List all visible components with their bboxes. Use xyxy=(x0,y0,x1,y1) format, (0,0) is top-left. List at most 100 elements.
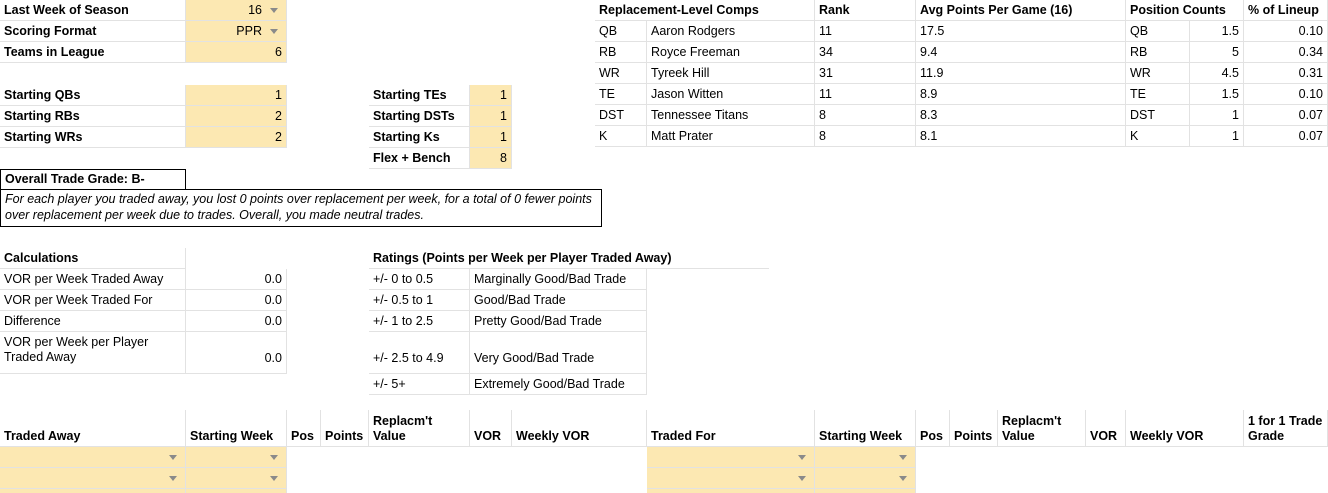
replacement-avg: 8.3 xyxy=(916,105,1126,126)
position-label: QB xyxy=(1126,21,1190,42)
chevron-down-icon xyxy=(899,455,907,460)
col-replacement-value-2: Replacm't Value xyxy=(998,410,1086,447)
starting-ks-label: Starting Ks xyxy=(369,127,470,148)
col-points-2: Points xyxy=(950,410,998,447)
starting-week-dropdown[interactable] xyxy=(186,468,287,489)
ratings-header: Ratings (Points per Week per Player Trad… xyxy=(369,248,769,269)
last-week-value: 16 xyxy=(248,3,262,17)
traded-away-dropdown[interactable] xyxy=(0,447,186,468)
starting-tes-label: Starting TEs xyxy=(369,85,470,106)
starting-week-for-dropdown[interactable] xyxy=(815,447,916,468)
replacement-avg: 9.4 xyxy=(916,42,1126,63)
starting-wrs-input[interactable]: 2 xyxy=(186,127,287,148)
starting-qbs-label: Starting QBs xyxy=(0,85,186,106)
col-pos-2: Pos xyxy=(916,410,950,447)
calculations-header: Calculations xyxy=(0,248,186,269)
starting-rbs-label: Starting RBs xyxy=(0,106,186,127)
position-label: K xyxy=(1126,126,1190,147)
position-pct: 0.07 xyxy=(1244,126,1328,147)
position-label: WR xyxy=(1126,63,1190,84)
traded-for-dropdown[interactable] xyxy=(647,468,815,489)
replacement-rank: 31 xyxy=(815,63,916,84)
starting-qbs-input[interactable]: 1 xyxy=(186,85,287,106)
starting-wrs-label: Starting WRs xyxy=(0,127,186,148)
starting-rbs-input[interactable]: 2 xyxy=(186,106,287,127)
col-vor: VOR xyxy=(470,410,512,447)
starting-ks-input[interactable]: 1 xyxy=(470,127,512,148)
replacement-player: Aaron Rodgers xyxy=(647,21,815,42)
scoring-dropdown[interactable]: PPR xyxy=(186,21,287,42)
rating-range: +/- 2.5 to 4.9 xyxy=(369,332,470,374)
col-vor-2: VOR xyxy=(1086,410,1126,447)
chevron-down-icon xyxy=(169,455,177,460)
chevron-down-icon xyxy=(169,476,177,481)
rating-desc: Marginally Good/Bad Trade xyxy=(470,269,647,290)
overall-trade-grade: Overall Trade Grade: B- xyxy=(0,169,186,190)
traded-for-dropdown[interactable] xyxy=(647,447,815,468)
calc-value: 0.0 xyxy=(186,332,287,374)
position-pct: 0.34 xyxy=(1244,42,1328,63)
replacement-pos: DST xyxy=(595,105,647,126)
position-pct: 0.07 xyxy=(1244,105,1328,126)
trade-summary-note: For each player you traded away, you los… xyxy=(0,189,602,227)
rating-range: +/- 1 to 2.5 xyxy=(369,311,470,332)
col-pos: Pos xyxy=(287,410,321,447)
scoring-label: Scoring Format xyxy=(0,21,186,42)
position-pct: 0.10 xyxy=(1244,84,1328,105)
chevron-down-icon xyxy=(270,8,278,13)
position-count: 5 xyxy=(1190,42,1244,63)
position-count: 1.5 xyxy=(1190,21,1244,42)
replacement-pos: QB xyxy=(595,21,647,42)
starting-dsts-input[interactable]: 1 xyxy=(470,106,512,127)
calc-label: VOR per Week Traded Away xyxy=(0,269,186,290)
starting-week-for-dropdown[interactable] xyxy=(815,468,916,489)
rating-desc: Good/Bad Trade xyxy=(470,290,647,311)
traded-for-dropdown[interactable] xyxy=(647,489,815,493)
teams-input[interactable]: 6 xyxy=(186,42,287,63)
flex-bench-input[interactable]: 8 xyxy=(470,148,512,169)
starting-week-dropdown[interactable] xyxy=(186,447,287,468)
scoring-value: PPR xyxy=(236,24,262,38)
starting-week-for-dropdown[interactable] xyxy=(815,489,916,493)
position-count: 4.5 xyxy=(1190,63,1244,84)
replacement-player: Tennessee Titans xyxy=(647,105,815,126)
col-traded-for: Traded For xyxy=(647,410,815,447)
position-count: 1 xyxy=(1190,105,1244,126)
chevron-down-icon xyxy=(798,455,806,460)
rating-range: +/- 0 to 0.5 xyxy=(369,269,470,290)
chevron-down-icon xyxy=(798,476,806,481)
traded-away-dropdown[interactable] xyxy=(0,489,186,493)
replacement-avg: 8.9 xyxy=(916,84,1126,105)
replacement-pos: TE xyxy=(595,84,647,105)
starting-tes-input[interactable]: 1 xyxy=(470,85,512,106)
replacement-player: Matt Prater xyxy=(647,126,815,147)
replacement-rank: 34 xyxy=(815,42,916,63)
rating-range: +/- 5+ xyxy=(369,374,470,395)
avg-points-header: Avg Points Per Game (16) xyxy=(916,0,1126,21)
chevron-down-icon xyxy=(270,29,278,34)
last-week-dropdown[interactable]: 16 xyxy=(186,0,287,21)
teams-label: Teams in League xyxy=(0,42,186,63)
replacement-avg: 8.1 xyxy=(916,126,1126,147)
col-starting-week-2: Starting Week xyxy=(815,410,916,447)
replacement-comps-header: Replacement-Level Comps xyxy=(595,0,815,21)
replacement-avg: 11.9 xyxy=(916,63,1126,84)
starting-week-dropdown[interactable] xyxy=(186,489,287,493)
rating-desc: Pretty Good/Bad Trade xyxy=(470,311,647,332)
position-count: 1.5 xyxy=(1190,84,1244,105)
col-1for1-grade: 1 for 1 Trade Grade xyxy=(1244,410,1328,447)
pct-lineup-header: % of Lineup xyxy=(1244,0,1328,21)
replacement-pos: WR xyxy=(595,63,647,84)
last-week-label: Last Week of Season xyxy=(0,0,186,21)
col-points: Points xyxy=(321,410,369,447)
rating-desc: Very Good/Bad Trade xyxy=(470,332,647,374)
position-count: 1 xyxy=(1190,126,1244,147)
replacement-pos: RB xyxy=(595,42,647,63)
replacement-rank: 8 xyxy=(815,126,916,147)
position-counts-header: Position Counts xyxy=(1126,0,1244,21)
replacement-player: Royce Freeman xyxy=(647,42,815,63)
calc-label: VOR per Week per Player Traded Away xyxy=(0,332,186,374)
position-pct: 0.31 xyxy=(1244,63,1328,84)
traded-away-dropdown[interactable] xyxy=(0,468,186,489)
